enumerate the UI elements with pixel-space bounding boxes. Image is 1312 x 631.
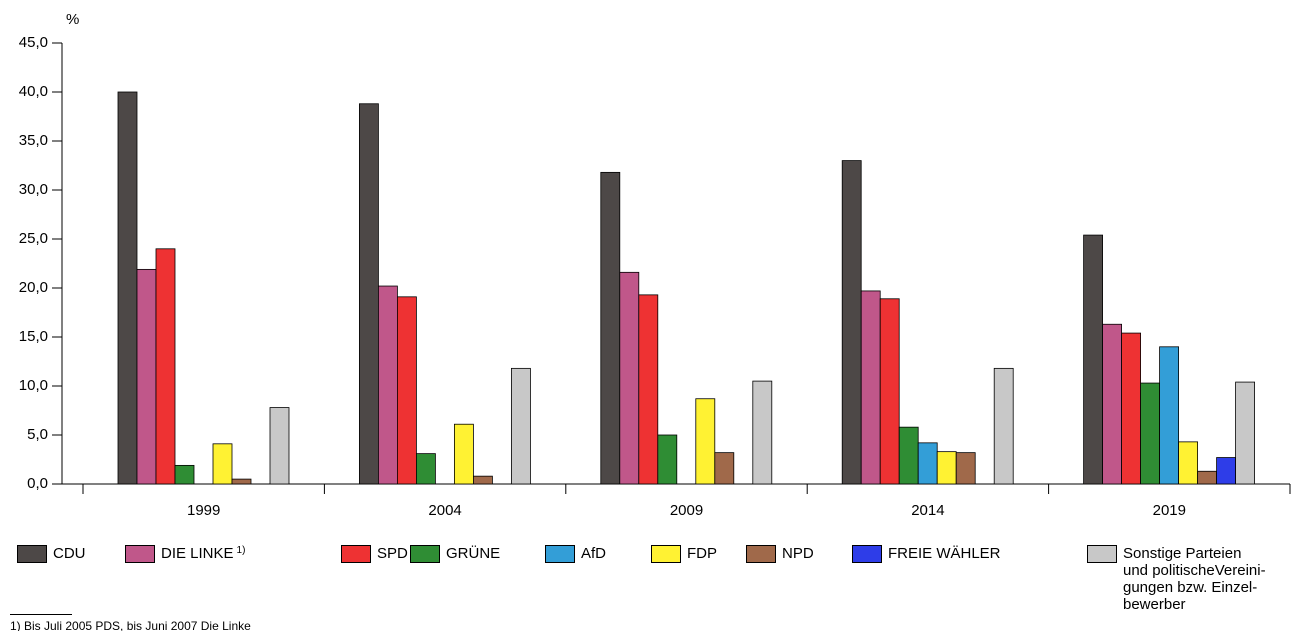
legend-item: NPD (746, 545, 814, 563)
legend-swatch (1087, 545, 1117, 563)
legend-item: FDP (651, 545, 717, 563)
bar (269, 407, 290, 485)
legend-swatch (125, 545, 155, 563)
bar (860, 290, 881, 485)
bar (155, 248, 176, 485)
bar (453, 423, 474, 485)
legend-label: DIE LINKE (161, 545, 234, 562)
y-unit: % (66, 11, 79, 28)
bar (231, 478, 252, 485)
bar (638, 294, 659, 485)
legend-item: Sonstige Parteien und politischeVereini-… (1087, 545, 1266, 613)
legend-item: FREIE WÄHLER (852, 545, 1001, 563)
bar (1159, 346, 1179, 485)
legend-swatch (545, 545, 575, 563)
footnote: 1) Bis Juli 2005 PDS, bis Juni 2007 Die … (10, 619, 251, 631)
legend-item: GRÜNE (410, 545, 500, 563)
bar (1197, 470, 1217, 485)
y-tick-label: 40,0 (19, 83, 48, 100)
legend-swatch (17, 545, 47, 563)
bar (174, 464, 195, 485)
legend-swatch (341, 545, 371, 563)
bar (752, 380, 773, 485)
bar (1178, 441, 1198, 485)
x-tick-label: 2009 (670, 502, 703, 519)
y-tick-label: 25,0 (19, 230, 48, 247)
x-tick-label: 1999 (187, 502, 220, 519)
y-tick-label: 45,0 (19, 34, 48, 51)
bar (600, 171, 621, 485)
legend-label: SPD (377, 545, 408, 562)
legend-label: Sonstige Parteien und politischeVereini-… (1123, 545, 1266, 613)
y-tick-label: 30,0 (19, 181, 48, 198)
legend-swatch (746, 545, 776, 563)
legend-label: CDU (53, 545, 86, 562)
y-tick-label: 5,0 (27, 426, 48, 443)
bar (1121, 332, 1141, 485)
legend-item: DIE LINKE 1) (125, 545, 245, 563)
y-tick-label: 10,0 (19, 377, 48, 394)
bar (657, 434, 678, 485)
legend-swatch (410, 545, 440, 563)
y-tick-label: 15,0 (19, 328, 48, 345)
bar (415, 453, 436, 485)
x-tick-label: 2019 (1153, 502, 1186, 519)
legend-label: FDP (687, 545, 717, 562)
legend-note: 1) (236, 545, 246, 556)
x-tick-label: 2004 (428, 502, 461, 519)
chart: % 0,0 5,0 10,0 15,0 20,0 25,0 30,0 35,0 40,0 45,0… (19, 11, 1291, 519)
footnote-rule (10, 614, 72, 615)
bar (936, 451, 957, 485)
bar (377, 285, 398, 485)
legend-item: AfD (545, 545, 606, 563)
bar (212, 443, 233, 485)
bar (117, 91, 138, 485)
y-tick-label: 35,0 (19, 132, 48, 149)
bar (955, 452, 976, 485)
legend-item: CDU (17, 545, 86, 563)
bar (714, 452, 735, 485)
legend-label: NPD (782, 545, 814, 562)
legend-label: GRÜNE (446, 545, 501, 562)
bar (472, 475, 493, 485)
bar (136, 268, 157, 485)
legend-item: SPD (341, 545, 408, 563)
x-tick-label: 2014 (911, 502, 944, 519)
y-tick-label: 20,0 (19, 279, 48, 296)
bar (695, 398, 716, 485)
legend-label: FREIE WÄHLER (888, 545, 1001, 562)
bar (510, 367, 531, 485)
bar (1102, 323, 1122, 485)
bar (898, 426, 919, 485)
bar (993, 367, 1014, 485)
bar (879, 298, 900, 485)
bar (1216, 457, 1236, 485)
legend-swatch (651, 545, 681, 563)
bar (1140, 382, 1160, 485)
y-tick-label: 0,0 (27, 475, 48, 492)
legend-label: AfD (581, 545, 607, 562)
bar (396, 296, 417, 485)
bar (358, 103, 379, 485)
bar (841, 160, 862, 485)
bar (1083, 234, 1103, 485)
bar (917, 442, 938, 485)
bar (619, 271, 640, 485)
bar (1235, 381, 1255, 485)
legend-swatch (852, 545, 882, 563)
